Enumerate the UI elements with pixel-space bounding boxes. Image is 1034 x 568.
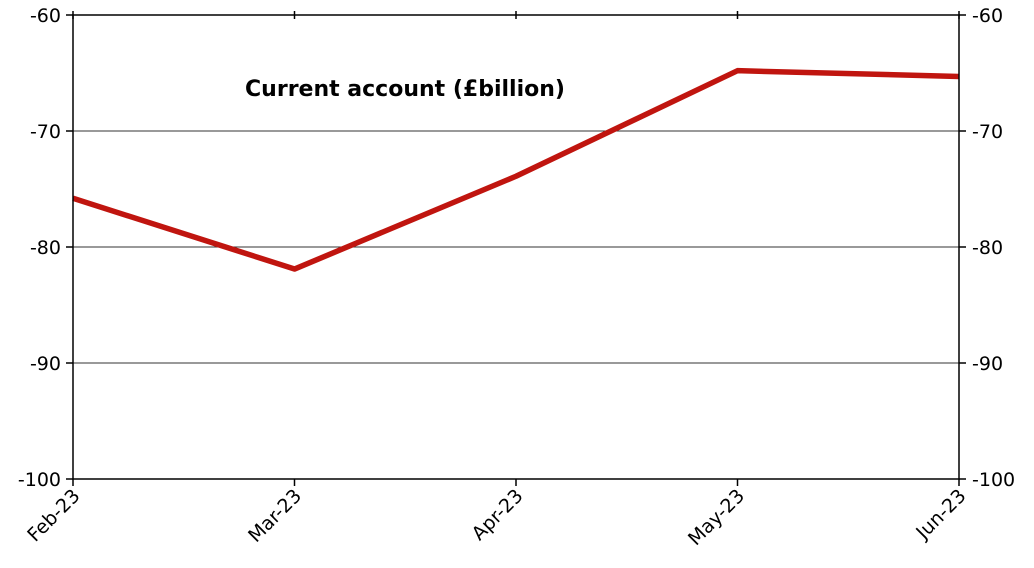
axis-ticks [66, 11, 966, 486]
y-tick-label-right: -70 [972, 121, 1003, 143]
x-axis-labels: Feb-23 Mar-23 Apr-23 May-23 Jun-23 [23, 485, 970, 550]
x-tick-label: Feb-23 [23, 485, 84, 546]
y-tick-label-right: -60 [972, 5, 1003, 27]
y-tick-label-left: -70 [30, 121, 61, 143]
y-tick-label-right: -90 [972, 353, 1003, 375]
x-tick-label: Jun-23 [911, 485, 970, 544]
y-tick-label-left: -100 [18, 469, 61, 491]
x-tick-label: Mar-23 [244, 485, 306, 547]
gridlines [73, 130, 959, 364]
chart-annotation: Current account (£billion) [245, 77, 565, 102]
x-tick-label: May-23 [684, 485, 749, 550]
left-y-axis-labels: -60 -70 -80 -90 -100 [18, 5, 61, 491]
y-tick-label-right: -80 [972, 237, 1003, 259]
y-tick-label-left: -80 [30, 237, 61, 259]
y-tick-label-left: -90 [30, 353, 61, 375]
right-y-axis-labels: -60 -70 -80 -90 -100 [972, 5, 1015, 491]
x-tick-label: Apr-23 [468, 485, 528, 545]
y-tick-label-right: -100 [972, 469, 1015, 491]
y-tick-label-left: -60 [30, 5, 61, 27]
